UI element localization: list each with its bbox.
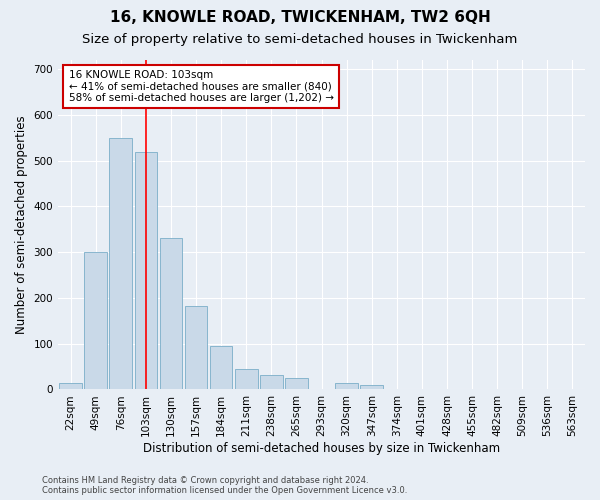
Bar [285,378,308,390]
X-axis label: Distribution of semi-detached houses by size in Twickenham: Distribution of semi-detached houses by … [143,442,500,455]
Bar [85,252,107,390]
Bar [361,385,383,390]
Text: Contains HM Land Registry data © Crown copyright and database right 2024.
Contai: Contains HM Land Registry data © Crown c… [42,476,407,495]
Bar [235,369,257,390]
Y-axis label: Number of semi-detached properties: Number of semi-detached properties [15,116,28,334]
Bar [59,382,82,390]
Bar [335,382,358,390]
Bar [134,152,157,390]
Bar [210,346,232,390]
Text: 16, KNOWLE ROAD, TWICKENHAM, TW2 6QH: 16, KNOWLE ROAD, TWICKENHAM, TW2 6QH [110,10,490,25]
Bar [160,238,182,390]
Bar [260,375,283,390]
Text: Size of property relative to semi-detached houses in Twickenham: Size of property relative to semi-detach… [82,32,518,46]
Text: 16 KNOWLE ROAD: 103sqm
← 41% of semi-detached houses are smaller (840)
58% of se: 16 KNOWLE ROAD: 103sqm ← 41% of semi-det… [68,70,334,103]
Bar [109,138,132,390]
Bar [185,306,208,390]
